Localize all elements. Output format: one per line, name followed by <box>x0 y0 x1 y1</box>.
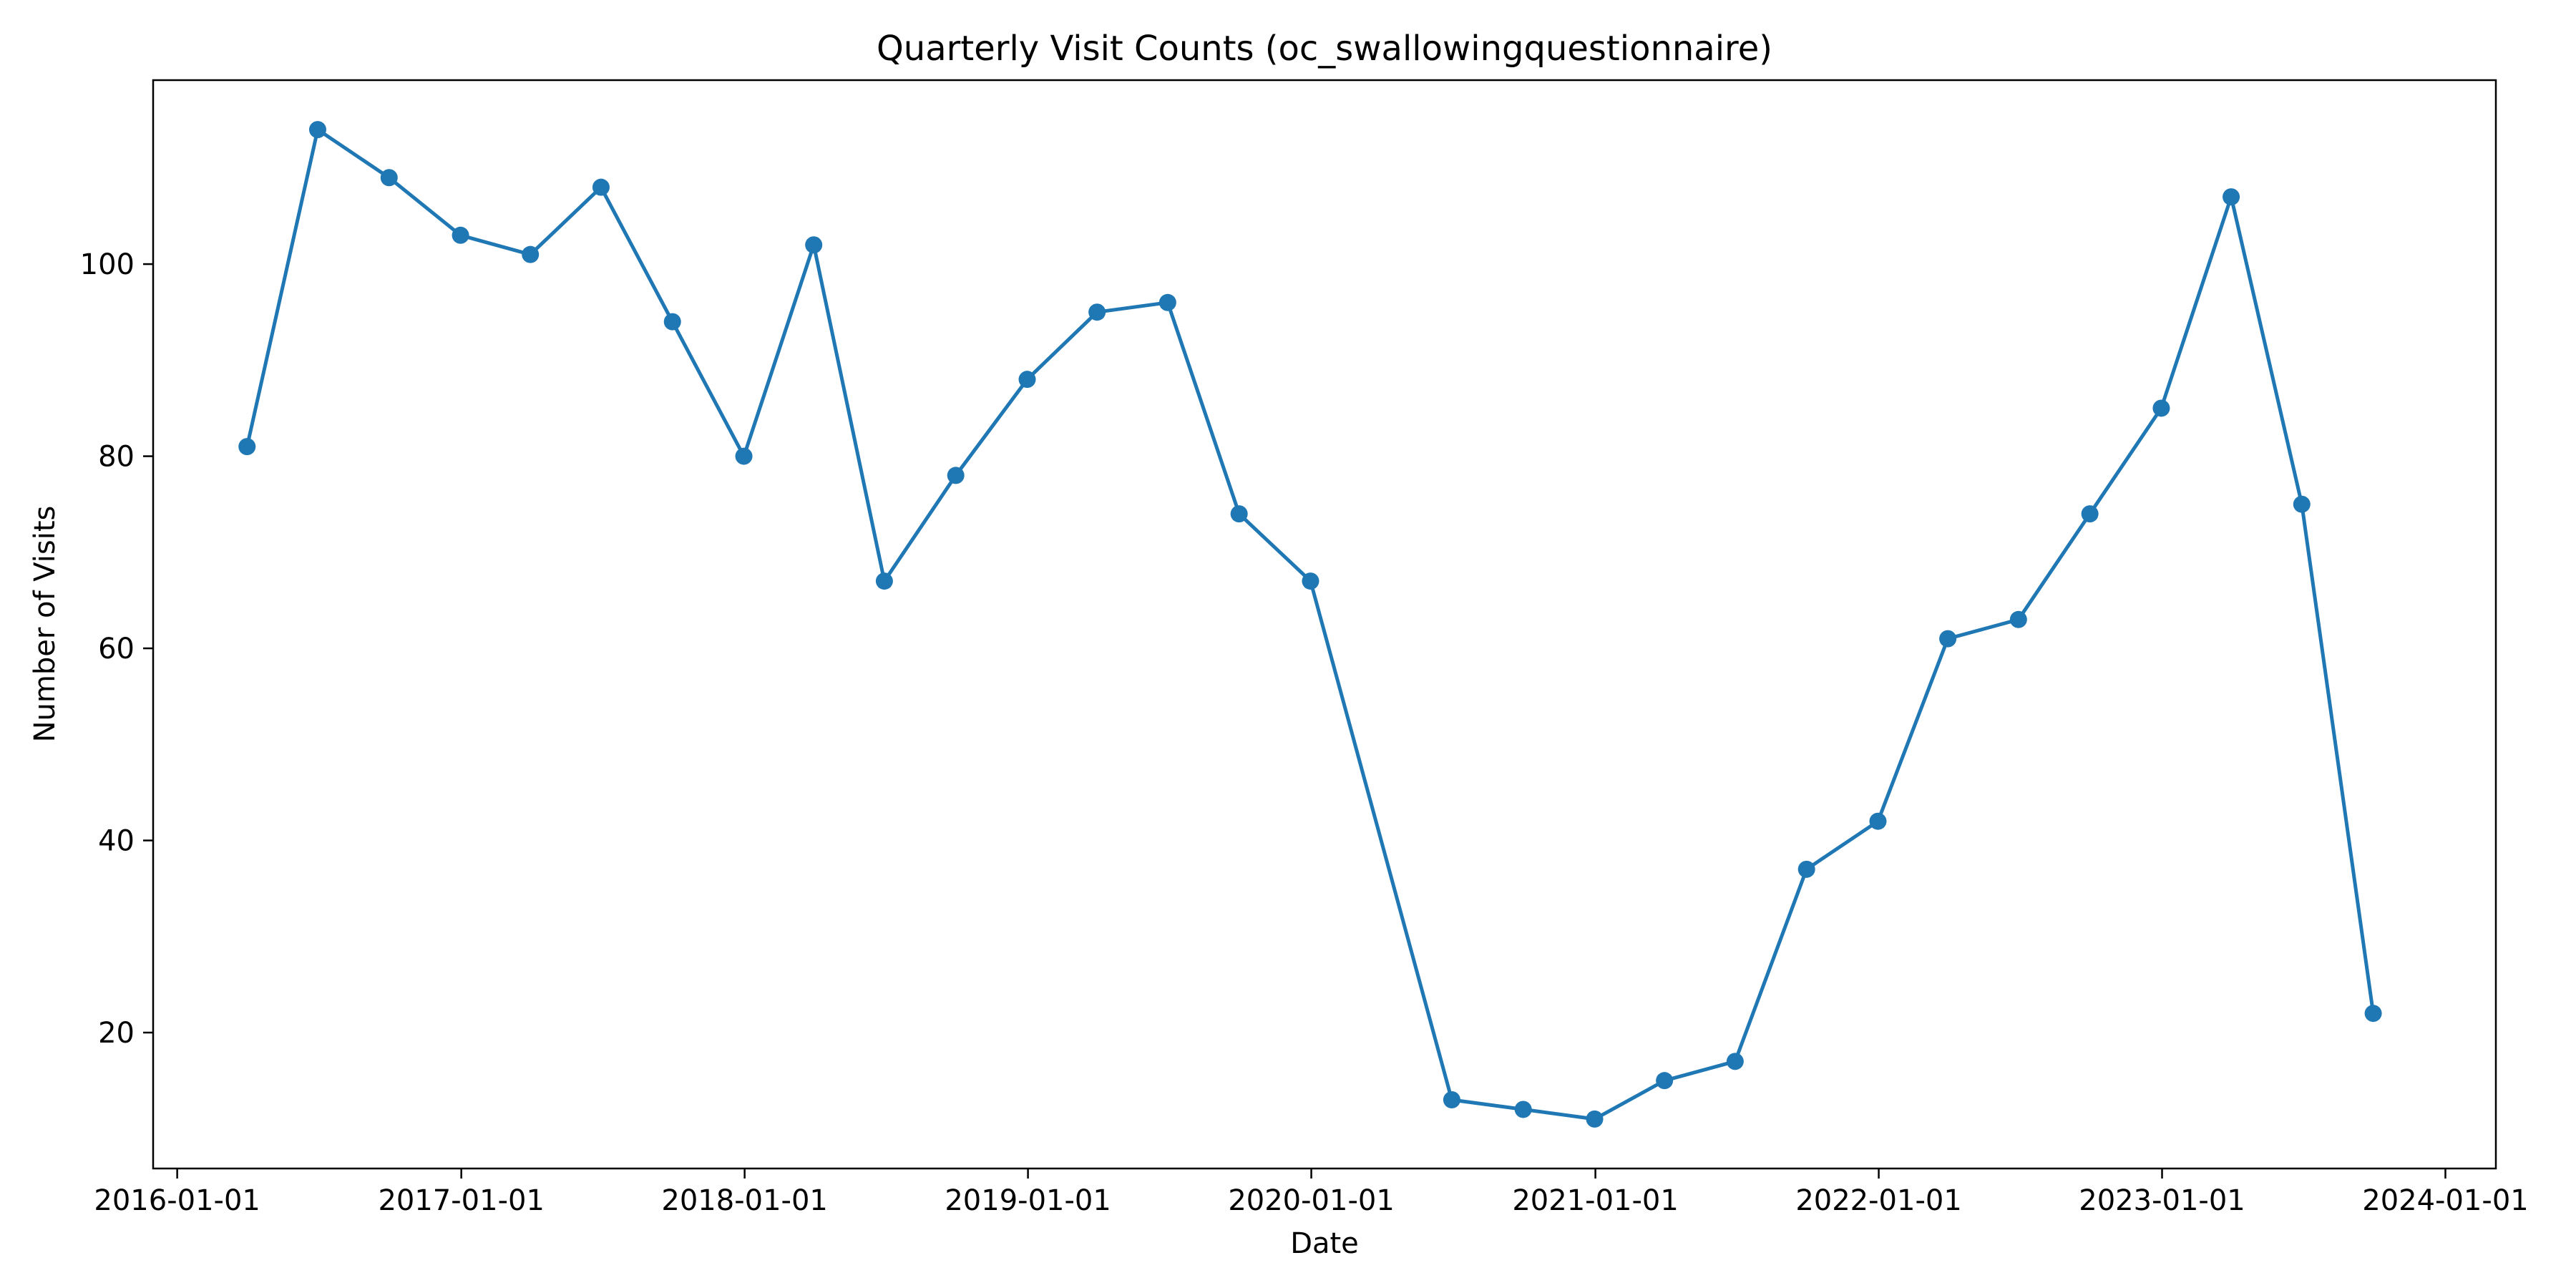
data-point <box>2223 188 2240 206</box>
data-point <box>1586 1110 1604 1128</box>
data-point <box>2293 495 2311 513</box>
data-point <box>1869 812 1887 830</box>
data-point <box>663 313 681 331</box>
data-point <box>735 447 753 465</box>
x-axis-label: Date <box>1290 1227 1359 1260</box>
data-point <box>1939 630 1957 648</box>
data-point <box>2009 610 2027 628</box>
data-point <box>2152 399 2170 417</box>
data-point <box>1797 860 1815 878</box>
data-point <box>805 236 823 254</box>
y-tick-label: 20 <box>98 1017 135 1050</box>
y-axis-label: Number of Visits <box>29 506 62 743</box>
plot-area-frame <box>152 79 2497 1170</box>
data-point <box>308 121 326 139</box>
data-point <box>1158 293 1176 311</box>
y-tick-label: 60 <box>98 633 135 665</box>
x-tick-label: 2018-01-01 <box>661 1184 827 1217</box>
x-axis-ticks: 2016-01-01 2017-01-01 2018-01-01 2019-01-01… <box>94 1169 2529 1217</box>
x-tick-label: 2023-01-01 <box>2079 1184 2245 1217</box>
y-tick-label: 80 <box>98 441 135 474</box>
series-line <box>245 127 2376 1121</box>
data-point <box>1726 1053 1744 1070</box>
data-point <box>380 169 398 187</box>
data-point <box>452 226 469 244</box>
x-tick-label: 2020-01-01 <box>1228 1184 1394 1217</box>
data-point <box>1514 1101 1532 1118</box>
x-tick-label: 2021-01-01 <box>1512 1184 1678 1217</box>
data-point <box>1088 303 1106 321</box>
data-point <box>592 178 610 196</box>
y-tick-label: 100 <box>80 248 135 281</box>
y-tick-label: 40 <box>98 825 135 858</box>
data-point <box>1443 1091 1460 1109</box>
chart-title: Quarterly Visit Counts (oc_swallowingque… <box>877 29 1772 69</box>
data-point <box>2081 505 2099 523</box>
data-point <box>1656 1072 1674 1090</box>
data-point <box>522 245 540 263</box>
data-point <box>2364 1005 2382 1023</box>
x-tick-label: 2022-01-01 <box>1795 1184 1961 1217</box>
x-tick-label: 2019-01-01 <box>945 1184 1111 1217</box>
data-point <box>1018 371 1036 389</box>
data-point <box>947 467 965 484</box>
data-point <box>875 572 893 590</box>
data-point <box>1230 505 1248 523</box>
data-point <box>238 438 256 456</box>
series-layer <box>238 121 2382 1128</box>
data-point <box>1302 572 1319 590</box>
y-axis-ticks: 20 40 60 80 100 <box>80 248 153 1050</box>
x-tick-label: 2016-01-01 <box>94 1184 260 1217</box>
x-tick-label: 2017-01-01 <box>378 1184 544 1217</box>
x-tick-label: 2024-01-01 <box>2362 1184 2528 1217</box>
